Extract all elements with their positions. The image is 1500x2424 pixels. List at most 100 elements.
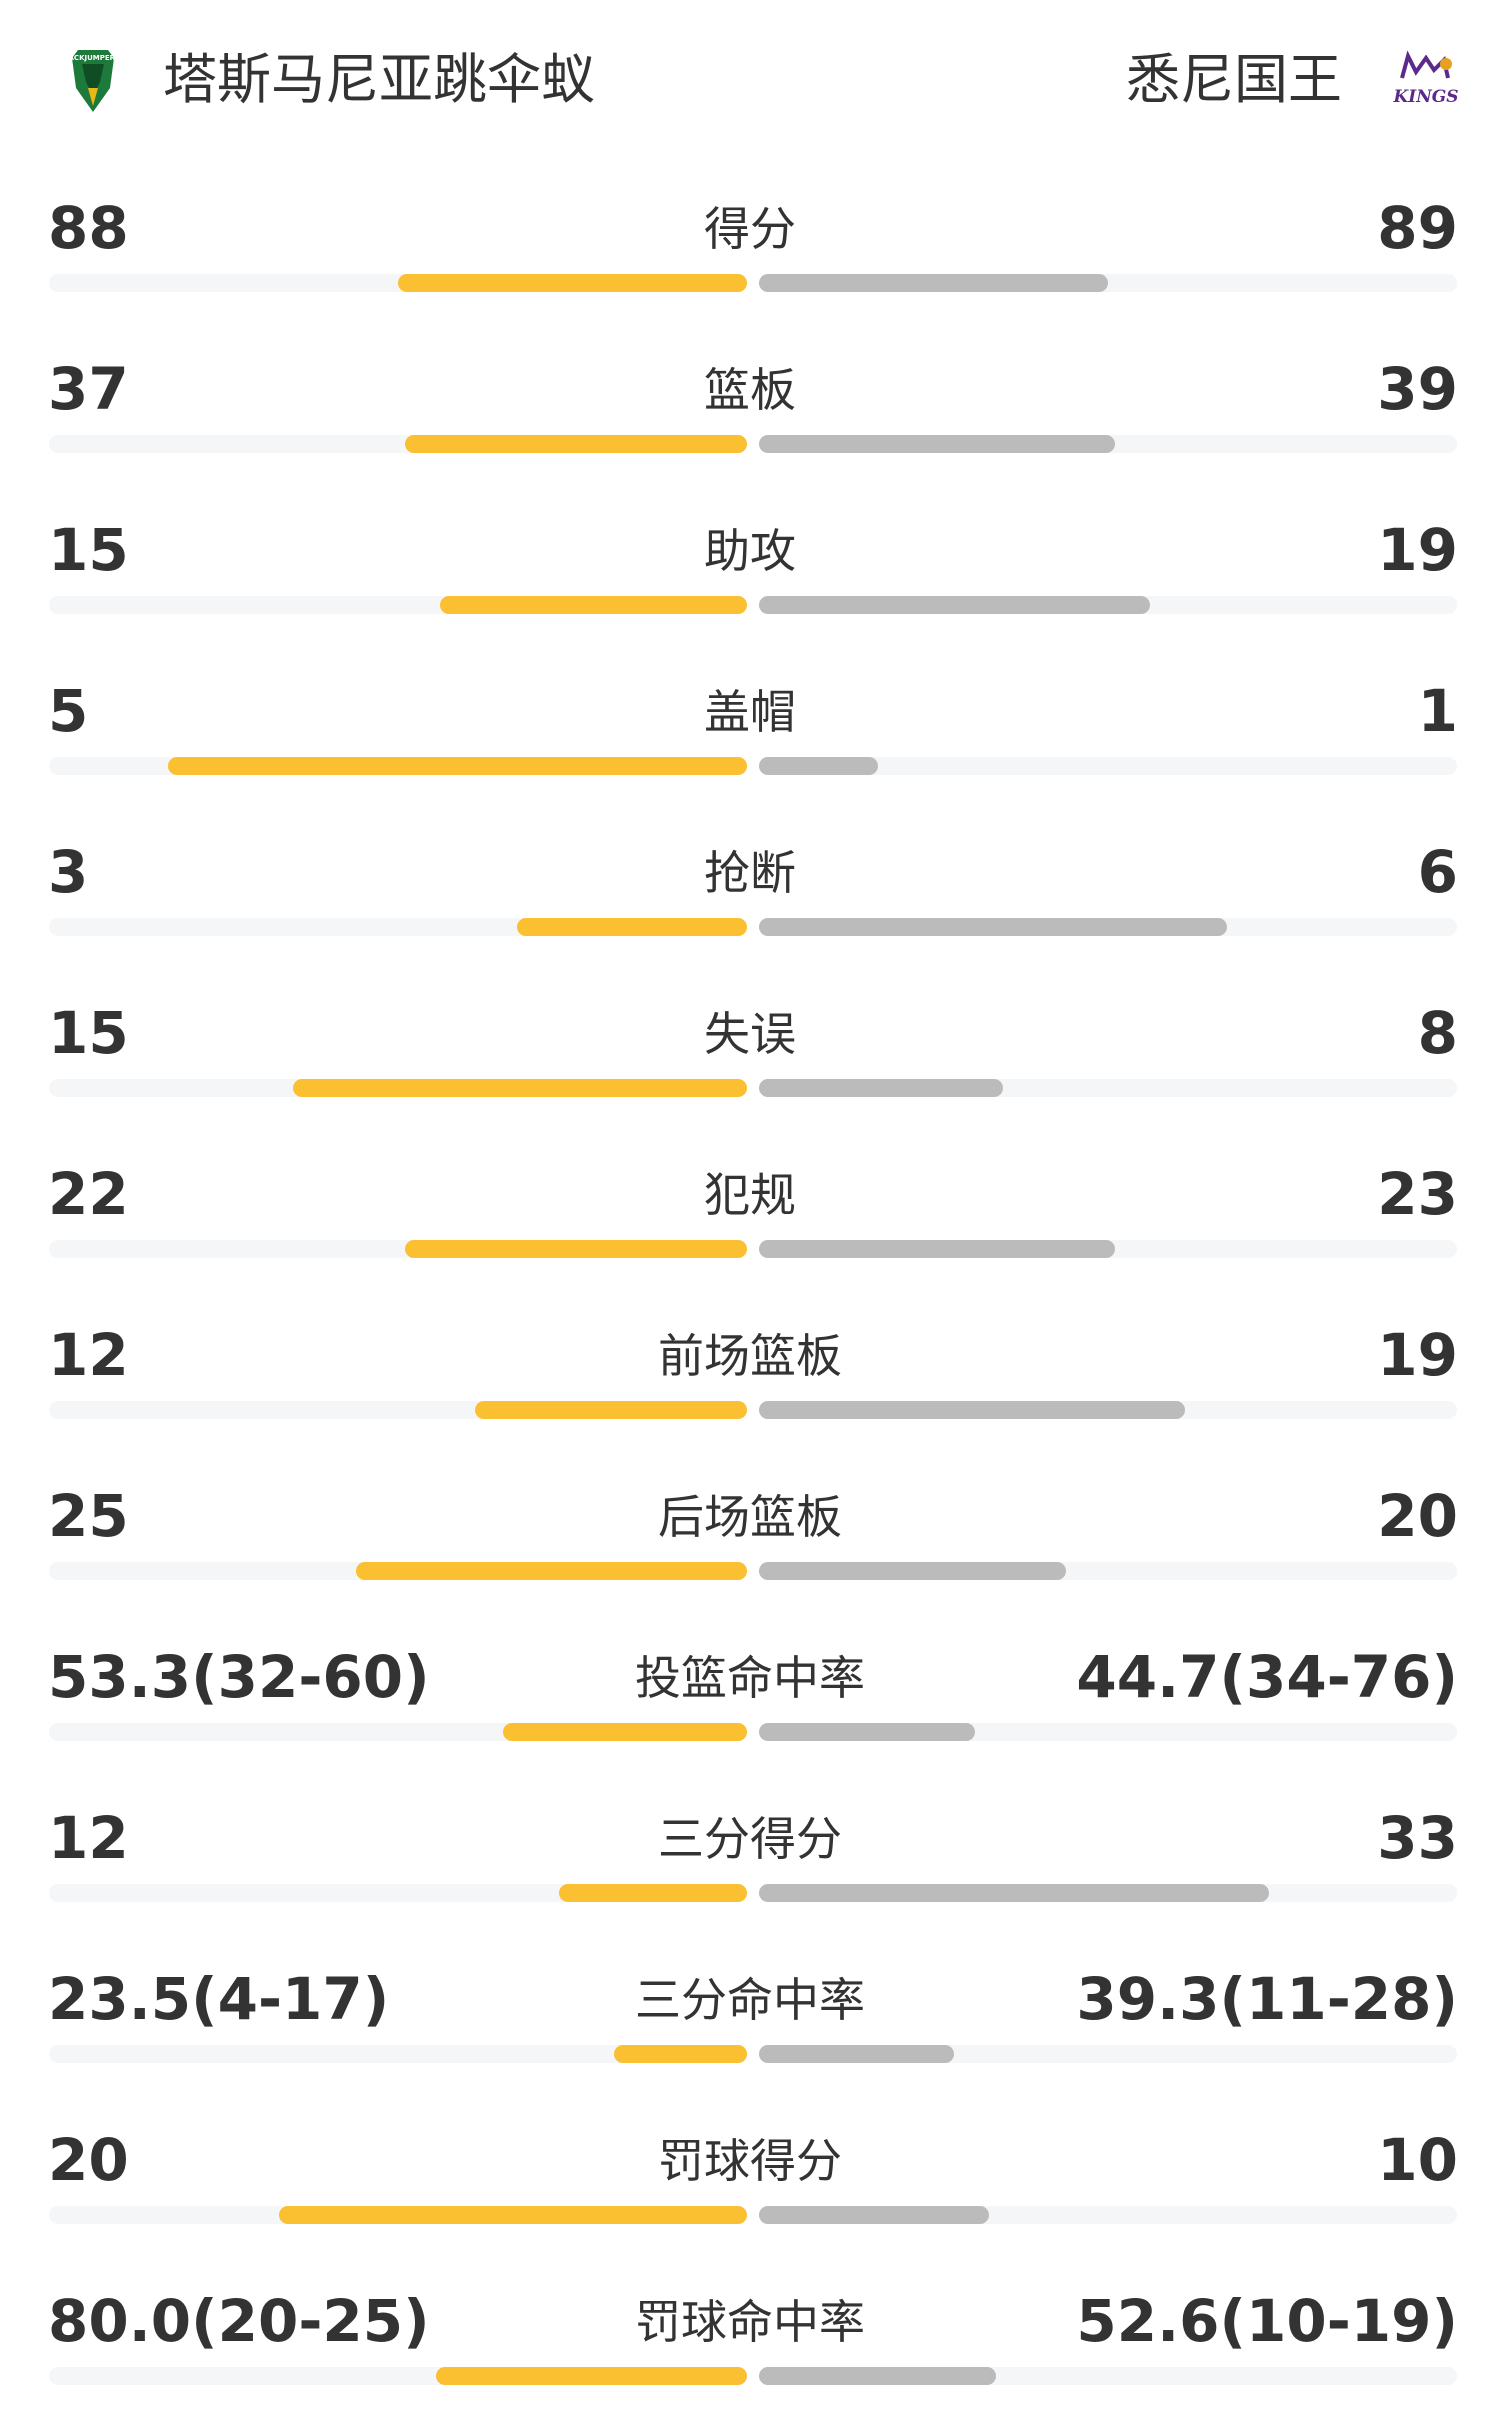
home-bar-track [49,1240,747,1258]
away-stat-value: 6 [1417,838,1458,906]
away-bar-track [759,1079,1457,1097]
home-stat-value: 5 [48,677,89,745]
home-bar-track [49,1562,747,1580]
stat-row: 80.0(20-25) 罚球命中率 52.6(10-19) [0,2263,1500,2424]
stat-row: 53.3(32-60) 投篮命中率 44.7(34-76) [0,1619,1500,1780]
stat-label: 得分 [704,202,796,256]
home-bar-fill [167,757,747,775]
home-bar-fill [439,596,747,614]
jackjumpers-logo-icon: JACKJUMPERS [65,50,120,112]
away-bar-track [759,1562,1457,1580]
away-logo-text: KINGS [1392,87,1458,107]
home-bar-fill [293,1079,747,1097]
stats-list: 88 得分 89 37 篮板 39 15 助攻 19 5 盖帽 1 3 抢断 6 15 失误 8 22 犯规 23 12 前… [0,170,1500,2424]
home-bar-fill [474,1401,747,1419]
away-stat-value: 33 [1377,1804,1458,1872]
away-bar-track [759,1884,1457,1902]
stat-row: 12 前场篮板 19 [0,1297,1500,1458]
stat-label: 助攻 [704,524,796,578]
away-stat-value: 19 [1377,516,1458,584]
away-bar-fill [759,2206,990,2224]
away-bar-fill [759,1723,976,1741]
home-bar-fill [404,1240,747,1258]
stat-row: 15 助攻 19 [0,492,1500,653]
away-bar-track [759,435,1457,453]
stat-row: 20 罚球得分 10 [0,2102,1500,2263]
stat-row: 15 失误 8 [0,975,1500,1136]
home-bar-track [49,435,747,453]
home-bar-track [49,2367,747,2385]
stat-label: 篮板 [704,363,796,417]
away-bar-track [759,2367,1457,2385]
stat-label: 投篮命中率 [635,1651,865,1705]
away-stat-value: 20 [1377,1482,1458,1550]
home-bar-track [49,1884,747,1902]
home-stat-value: 37 [48,355,129,423]
home-stat-value: 3 [48,838,89,906]
away-stat-value: 1 [1417,677,1458,745]
stat-row: 88 得分 89 [0,170,1500,331]
away-stat-value: 44.7(34-76) [1076,1643,1458,1711]
stat-label: 失误 [704,1007,796,1061]
stat-label: 三分命中率 [635,1973,865,2027]
away-bar-fill [759,435,1115,453]
home-stat-value: 22 [48,1160,129,1228]
away-bar-fill [759,757,878,775]
stat-label: 抢断 [704,846,796,900]
away-stat-value: 89 [1377,194,1458,262]
away-bar-fill [759,1401,1185,1419]
away-team-name: 悉尼国王 [1126,48,1342,111]
home-bar-track [49,1723,747,1741]
away-stat-value: 52.6(10-19) [1076,2287,1458,2355]
home-bar-fill [502,1723,747,1741]
home-bar-fill [516,918,747,936]
away-bar-fill [759,918,1227,936]
home-stat-value: 53.3(32-60) [48,1643,430,1711]
home-team-name: 塔斯马尼亚跳伞蚁 [163,48,595,111]
home-bar-track [49,2045,747,2063]
home-stat-value: 12 [48,1804,129,1872]
stat-label: 盖帽 [704,685,796,739]
sydney-kings-logo-icon: KINGS [1392,50,1459,107]
home-bar-track [49,1401,747,1419]
home-stat-value: 15 [48,516,129,584]
home-bar-fill [356,1562,747,1580]
away-bar-track [759,1723,1457,1741]
stat-row: 37 篮板 39 [0,331,1500,492]
home-bar-track [49,757,747,775]
stat-label: 罚球得分 [658,2134,842,2188]
away-bar-fill [759,2367,997,2385]
match-header: JACKJUMPERS 塔斯马尼亚跳伞蚁 悉尼国王 KINGS [0,0,1500,160]
stat-label: 罚球命中率 [635,2295,865,2349]
away-stat-value: 23 [1377,1160,1458,1228]
home-stat-value: 23.5(4-17) [48,1965,390,2033]
home-stat-value: 88 [48,194,129,262]
stat-label: 三分得分 [658,1812,842,1866]
home-stat-value: 20 [48,2126,129,2194]
away-bar-track [759,1401,1457,1419]
home-bar-fill [398,274,747,292]
away-bar-track [759,1240,1457,1258]
away-bar-fill [759,596,1150,614]
stat-label: 前场篮板 [658,1329,842,1383]
home-bar-fill [614,2045,747,2063]
home-stat-value: 12 [48,1321,129,1389]
away-bar-fill [759,1562,1067,1580]
home-bar-fill [436,2367,747,2385]
away-bar-track [759,757,1457,775]
away-bar-fill [759,1079,1004,1097]
home-stat-value: 25 [48,1482,129,1550]
away-bar-track [759,2206,1457,2224]
away-stat-value: 39 [1377,355,1458,423]
away-bar-track [759,2045,1457,2063]
stat-row: 3 抢断 6 [0,814,1500,975]
away-stat-value: 10 [1377,2126,1458,2194]
stat-row: 5 盖帽 1 [0,653,1500,814]
stat-label: 犯规 [704,1168,796,1222]
home-bar-track [49,918,747,936]
stat-row: 12 三分得分 33 [0,1780,1500,1941]
away-bar-track [759,274,1457,292]
home-bar-track [49,2206,747,2224]
stat-row: 22 犯规 23 [0,1136,1500,1297]
home-logo-text: JACKJUMPERS [65,54,120,62]
